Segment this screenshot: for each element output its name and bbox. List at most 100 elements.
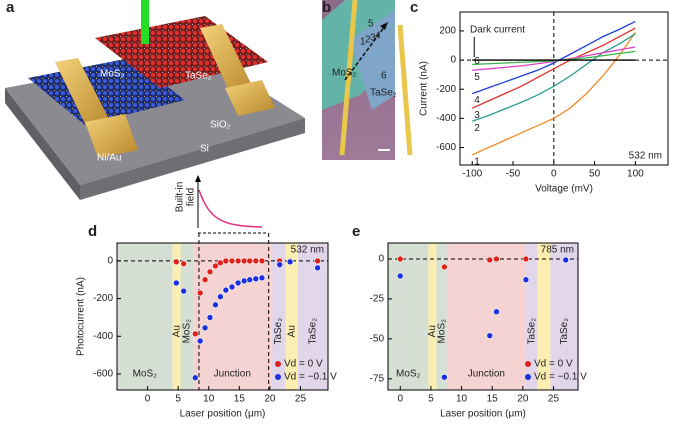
- device-illustration: [5, 0, 305, 200]
- data-point: [396, 255, 404, 263]
- data-point: [240, 257, 248, 265]
- data-point: [240, 277, 248, 285]
- spot-label: 5: [368, 19, 374, 30]
- y-tick-label: -200: [93, 293, 113, 304]
- plot-frame: [116, 242, 329, 391]
- data-point: [522, 276, 530, 284]
- data-point: [246, 276, 254, 284]
- spot-label: 2: [365, 35, 371, 46]
- data-point: [222, 257, 230, 265]
- data-point: [562, 256, 570, 264]
- y-tick-label: -200: [436, 84, 456, 95]
- data-point: [228, 257, 236, 265]
- spot-label: 4: [375, 31, 381, 42]
- data-point: [286, 258, 294, 266]
- region: [550, 243, 578, 390]
- x-tick-label: 50: [589, 169, 601, 180]
- legend-label: Vd = 0 V: [284, 359, 323, 370]
- legend-marker: [275, 361, 281, 367]
- region: [428, 243, 437, 390]
- region-label: Au: [287, 325, 298, 337]
- micrograph: [322, 0, 413, 160]
- x-axis-label: Voltage (mV): [535, 184, 593, 195]
- y-tick-label: 0: [107, 256, 113, 267]
- field-inset: [195, 175, 268, 234]
- data-point: [180, 260, 187, 268]
- data-point: [191, 330, 199, 338]
- substrate-label: Si: [200, 144, 209, 155]
- x-tick-label: 15: [487, 394, 499, 405]
- x-tick-label: 0: [145, 394, 151, 405]
- x-tick-label: 100: [627, 169, 644, 180]
- data-point: [212, 301, 219, 309]
- x-tick-label: 10: [203, 394, 215, 405]
- y-tick-label: -400: [436, 113, 456, 124]
- data-point: [252, 257, 260, 265]
- region-label: Au: [171, 325, 182, 337]
- region: [271, 243, 286, 390]
- series-line: [472, 20, 636, 95]
- series-line: [472, 50, 636, 66]
- data-point: [258, 274, 266, 282]
- data-point: [206, 268, 214, 276]
- spot-label: 6: [381, 71, 387, 82]
- legend-label: Vd = −0.1 V: [284, 372, 337, 383]
- panel-label: d: [88, 223, 97, 240]
- x-tick-label: 25: [295, 394, 307, 405]
- data-point: [493, 255, 500, 263]
- legend-label: Dark current: [470, 25, 525, 36]
- region-label: Junction: [214, 369, 251, 380]
- data-point: [493, 308, 500, 316]
- legend-label: 3: [474, 110, 480, 121]
- data-point: [217, 259, 224, 267]
- plot-frame: [387, 242, 579, 391]
- region: [172, 243, 181, 390]
- data-point: [173, 279, 180, 287]
- series-line: [472, 46, 636, 71]
- region: [193, 243, 272, 390]
- x-axis-label: Laser position (μm): [180, 409, 266, 420]
- region-label: Junction: [468, 369, 505, 380]
- data-point: [486, 332, 494, 339]
- region-label: MoS₂: [133, 369, 158, 380]
- data-point: [246, 257, 254, 265]
- annotation: 785 nm: [541, 245, 574, 256]
- series-line: [472, 33, 636, 122]
- data-point: [252, 275, 260, 283]
- micro-mos2: MoS₂: [332, 68, 357, 79]
- x-tick-label: -100: [462, 169, 482, 180]
- data-point: [217, 293, 224, 301]
- y-tick-label: -25: [370, 294, 385, 305]
- x-tick-label: 5: [175, 394, 181, 405]
- region: [446, 243, 526, 390]
- legend-label: 6: [474, 56, 480, 67]
- panel-label: a: [6, 0, 15, 16]
- region-label: MoS₂: [436, 319, 447, 344]
- data-point: [180, 287, 187, 295]
- panel-label: c: [410, 0, 418, 16]
- y-tick-label: 0: [378, 254, 384, 265]
- x-tick-label: -50: [506, 169, 521, 180]
- data-point: [276, 261, 283, 268]
- data-point: [486, 256, 494, 264]
- y-tick-label: -600: [93, 369, 113, 380]
- spot-label: 1: [360, 37, 366, 48]
- data-point: [441, 263, 448, 271]
- y-tick-label: 200: [439, 26, 456, 37]
- data-point: [173, 258, 180, 266]
- legend-label: 1: [474, 156, 480, 167]
- region: [537, 243, 551, 390]
- data-point: [191, 374, 199, 382]
- x-axis-label: Laser position (μm): [440, 409, 526, 420]
- x-tick-label: 5: [428, 394, 434, 405]
- x-tick-label: 20: [264, 394, 276, 405]
- annotation: 532 nm: [629, 151, 662, 162]
- region-label: TaSe₂: [559, 318, 570, 345]
- legend-marker: [525, 361, 531, 367]
- mos2-label: MoS₂: [100, 69, 125, 80]
- inset-label: field: [186, 188, 197, 206]
- x-tick-label: 0: [551, 169, 557, 180]
- legend-label: 2: [474, 123, 480, 134]
- data-point: [234, 279, 242, 287]
